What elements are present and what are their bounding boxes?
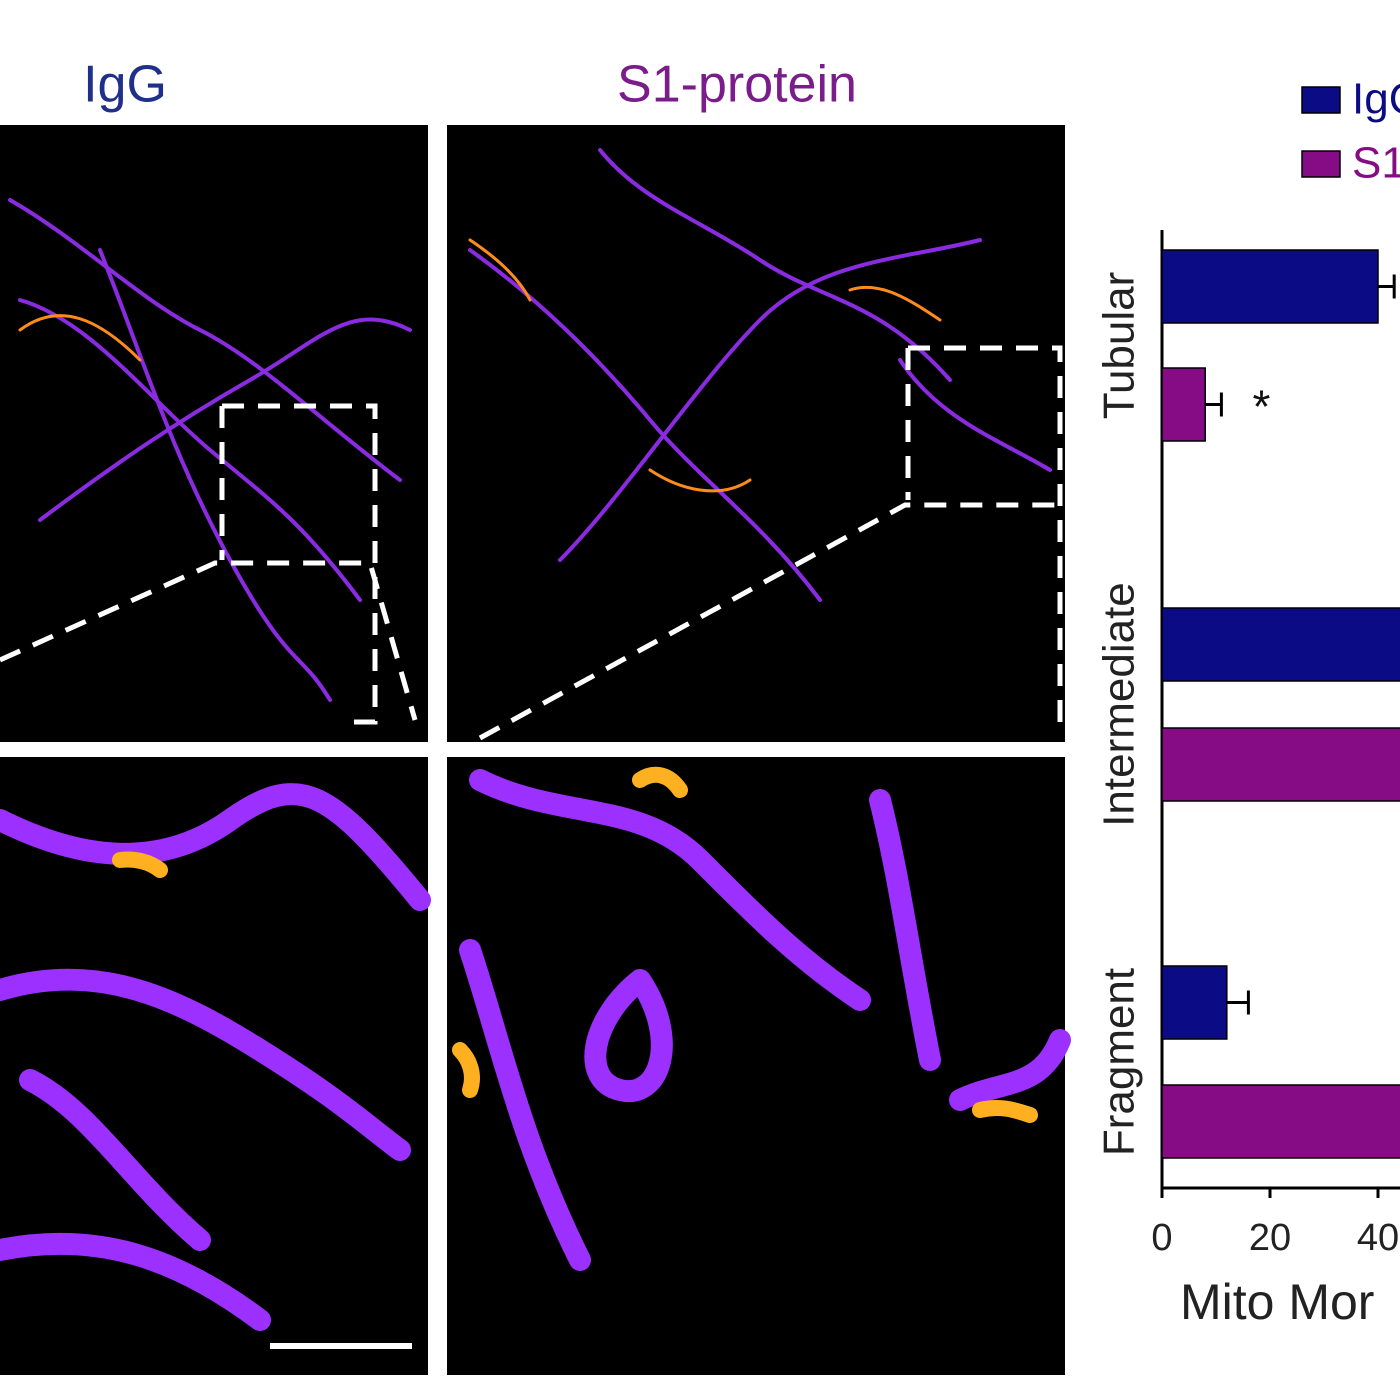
legend-label: IgG <box>1352 75 1400 124</box>
bar <box>1161 1084 1400 1159</box>
category-label: Fragment <box>1095 968 1144 1156</box>
x-tick-label: 0 <box>1151 1217 1172 1259</box>
panel-igg <box>0 125 428 742</box>
mito-texture <box>8 148 1052 702</box>
x-axis-label: Mito Mor <box>1180 1274 1374 1330</box>
bar <box>1161 607 1400 682</box>
panel-igg-zoom <box>0 757 428 1375</box>
bar <box>1161 727 1400 802</box>
zoom-outlines <box>0 345 1063 741</box>
panel-title: IgG <box>83 56 167 114</box>
x-tick-label: 40 <box>1357 1217 1399 1259</box>
bar <box>1161 965 1228 1040</box>
annotation: * <box>1252 381 1270 433</box>
mito-bright <box>18 238 942 493</box>
mito-zoom-bright <box>112 766 1038 1123</box>
bar <box>1161 249 1379 324</box>
legend-swatch <box>1301 86 1341 114</box>
mito-zoom <box>0 769 1071 1331</box>
micrographs <box>0 125 1071 1375</box>
x-tick-label: 20 <box>1249 1217 1291 1259</box>
category-label: Intermediate <box>1095 582 1144 827</box>
category-label: Tubular <box>1095 272 1144 420</box>
panel-s1 <box>447 125 1065 742</box>
bar <box>1161 367 1206 442</box>
legend-swatch <box>1301 150 1341 178</box>
legend-label: S1 <box>1352 139 1400 188</box>
panel-title: S1-protein <box>617 56 857 114</box>
panel-s1-zoom <box>447 757 1065 1375</box>
